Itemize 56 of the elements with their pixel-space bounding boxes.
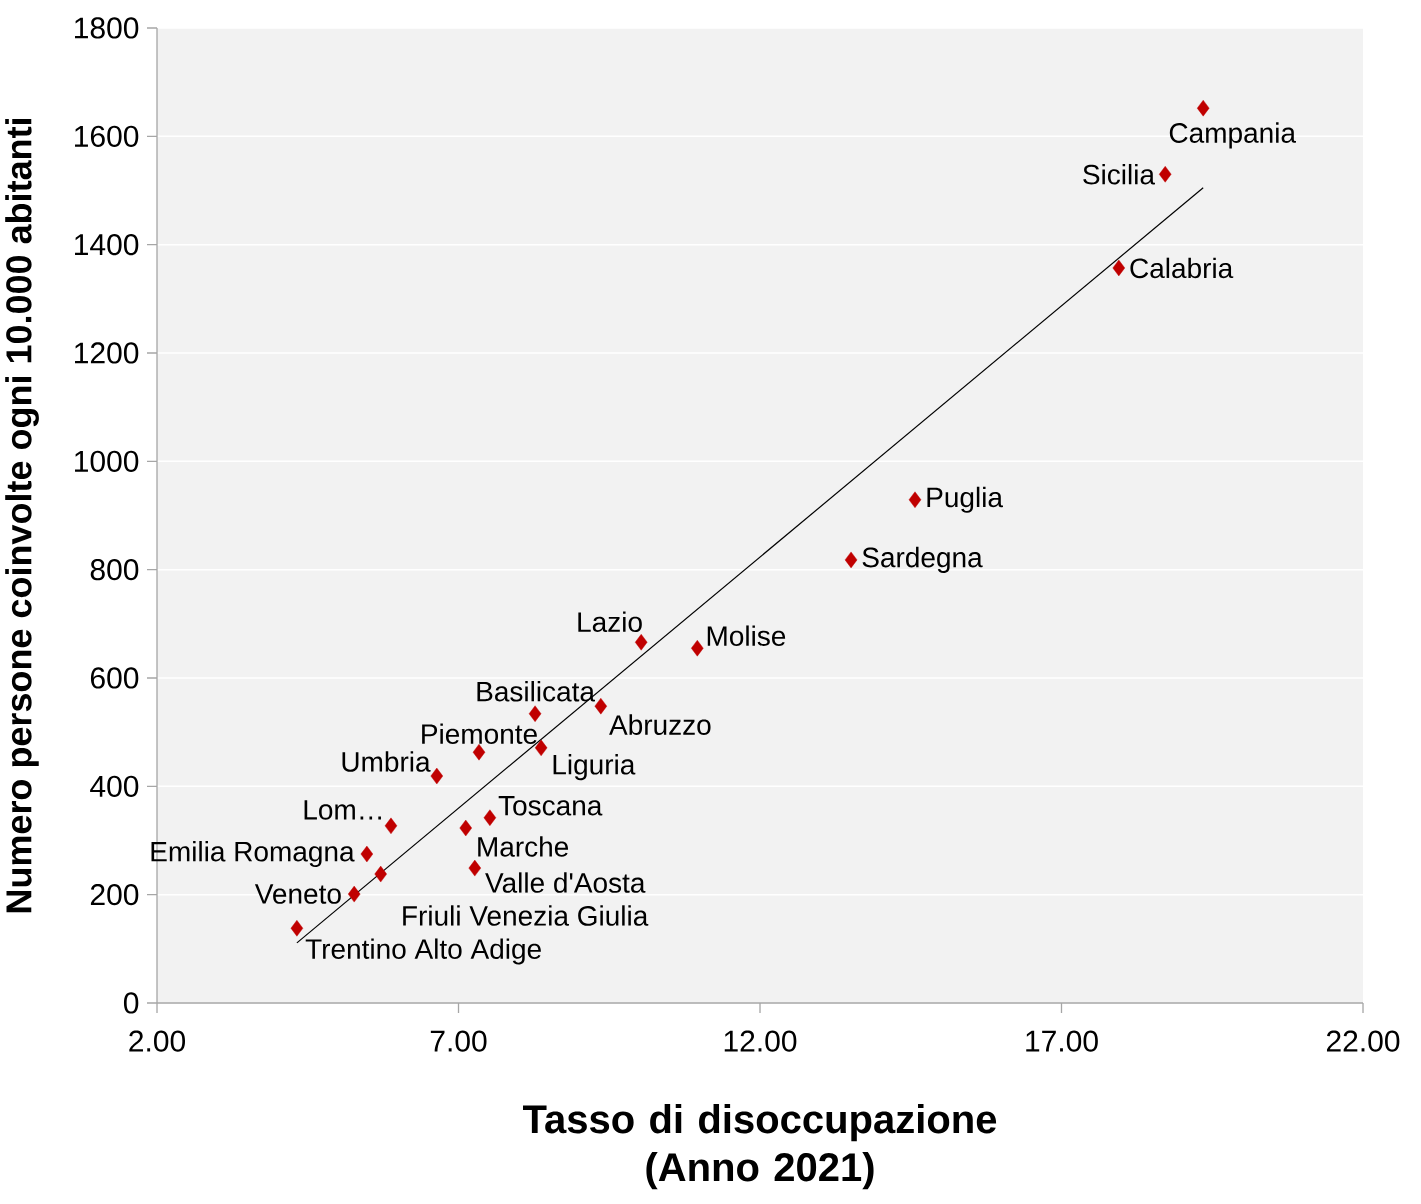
point — [290, 920, 304, 937]
point — [1159, 166, 1172, 183]
x-tick-label: 22.00 — [1326, 1030, 1400, 1052]
y-tick-label: 1800 — [75, 17, 139, 39]
y-tick-label: 1600 — [75, 125, 139, 147]
point — [374, 865, 387, 883]
annotation: Emilia Romagna — [151, 840, 355, 868]
point — [347, 885, 361, 903]
annotation: Veneto — [254, 884, 341, 904]
annotation: Calabria — [1130, 257, 1234, 279]
annotation: Piemonte — [422, 723, 537, 744]
y-tick-label: 1400 — [75, 234, 139, 256]
point — [635, 634, 648, 651]
x-tick-label: 17.00 — [1026, 1030, 1098, 1052]
x-axis-title: Tasso di disoccupazione (Anno 2021) — [523, 1104, 997, 1190]
point — [844, 551, 858, 569]
y-tick-label: 400 — [90, 775, 139, 797]
annotation: Abruzzo — [609, 714, 711, 735]
y-tick-label: 0 — [123, 992, 139, 1014]
x-tick-label: 7.00 — [430, 1030, 487, 1052]
point — [384, 817, 398, 835]
annotation: Sicilia — [1083, 163, 1155, 185]
annotation: Lom… — [304, 800, 381, 820]
annotation: Campania — [1169, 122, 1297, 149]
annotation: Friuli Venezia Giulia — [403, 905, 649, 926]
annotation: Toscana — [498, 796, 603, 816]
point — [459, 819, 472, 837]
y-tick-label: 600 — [90, 667, 139, 689]
annotation: Marche — [478, 836, 569, 857]
y-axis-title: Numero persone coinvolte ogni 10.000 abitanti — [5, 118, 39, 913]
annotation: Sardegna — [862, 546, 983, 573]
annotation: Liguria — [553, 754, 636, 781]
point — [1112, 259, 1125, 277]
point — [468, 859, 481, 877]
point — [472, 743, 486, 761]
annotation: Molise — [707, 625, 786, 646]
point — [691, 640, 704, 657]
x-tick-label: 12.00 — [724, 1030, 797, 1052]
y-tick-label: 1200 — [75, 342, 139, 364]
y-tick-label: 800 — [90, 559, 139, 581]
annotation: Puglia — [927, 486, 1003, 513]
annotation: Basilicata — [477, 680, 595, 702]
point — [528, 705, 542, 722]
point — [1197, 99, 1210, 117]
annotation: Lazio — [578, 611, 642, 633]
y-tick-label: 200 — [90, 884, 139, 906]
annotation: Umbria — [342, 751, 431, 772]
point — [430, 767, 443, 785]
point — [908, 491, 922, 508]
point — [483, 809, 497, 826]
y-tick-label: 1000 — [75, 450, 139, 472]
annotation: Valle d'Aosta — [485, 872, 646, 893]
x-tick-label: 2.00 — [129, 1030, 186, 1052]
point — [594, 697, 608, 715]
annotation: Trentino Alto Adige — [305, 938, 541, 965]
point — [360, 845, 374, 863]
